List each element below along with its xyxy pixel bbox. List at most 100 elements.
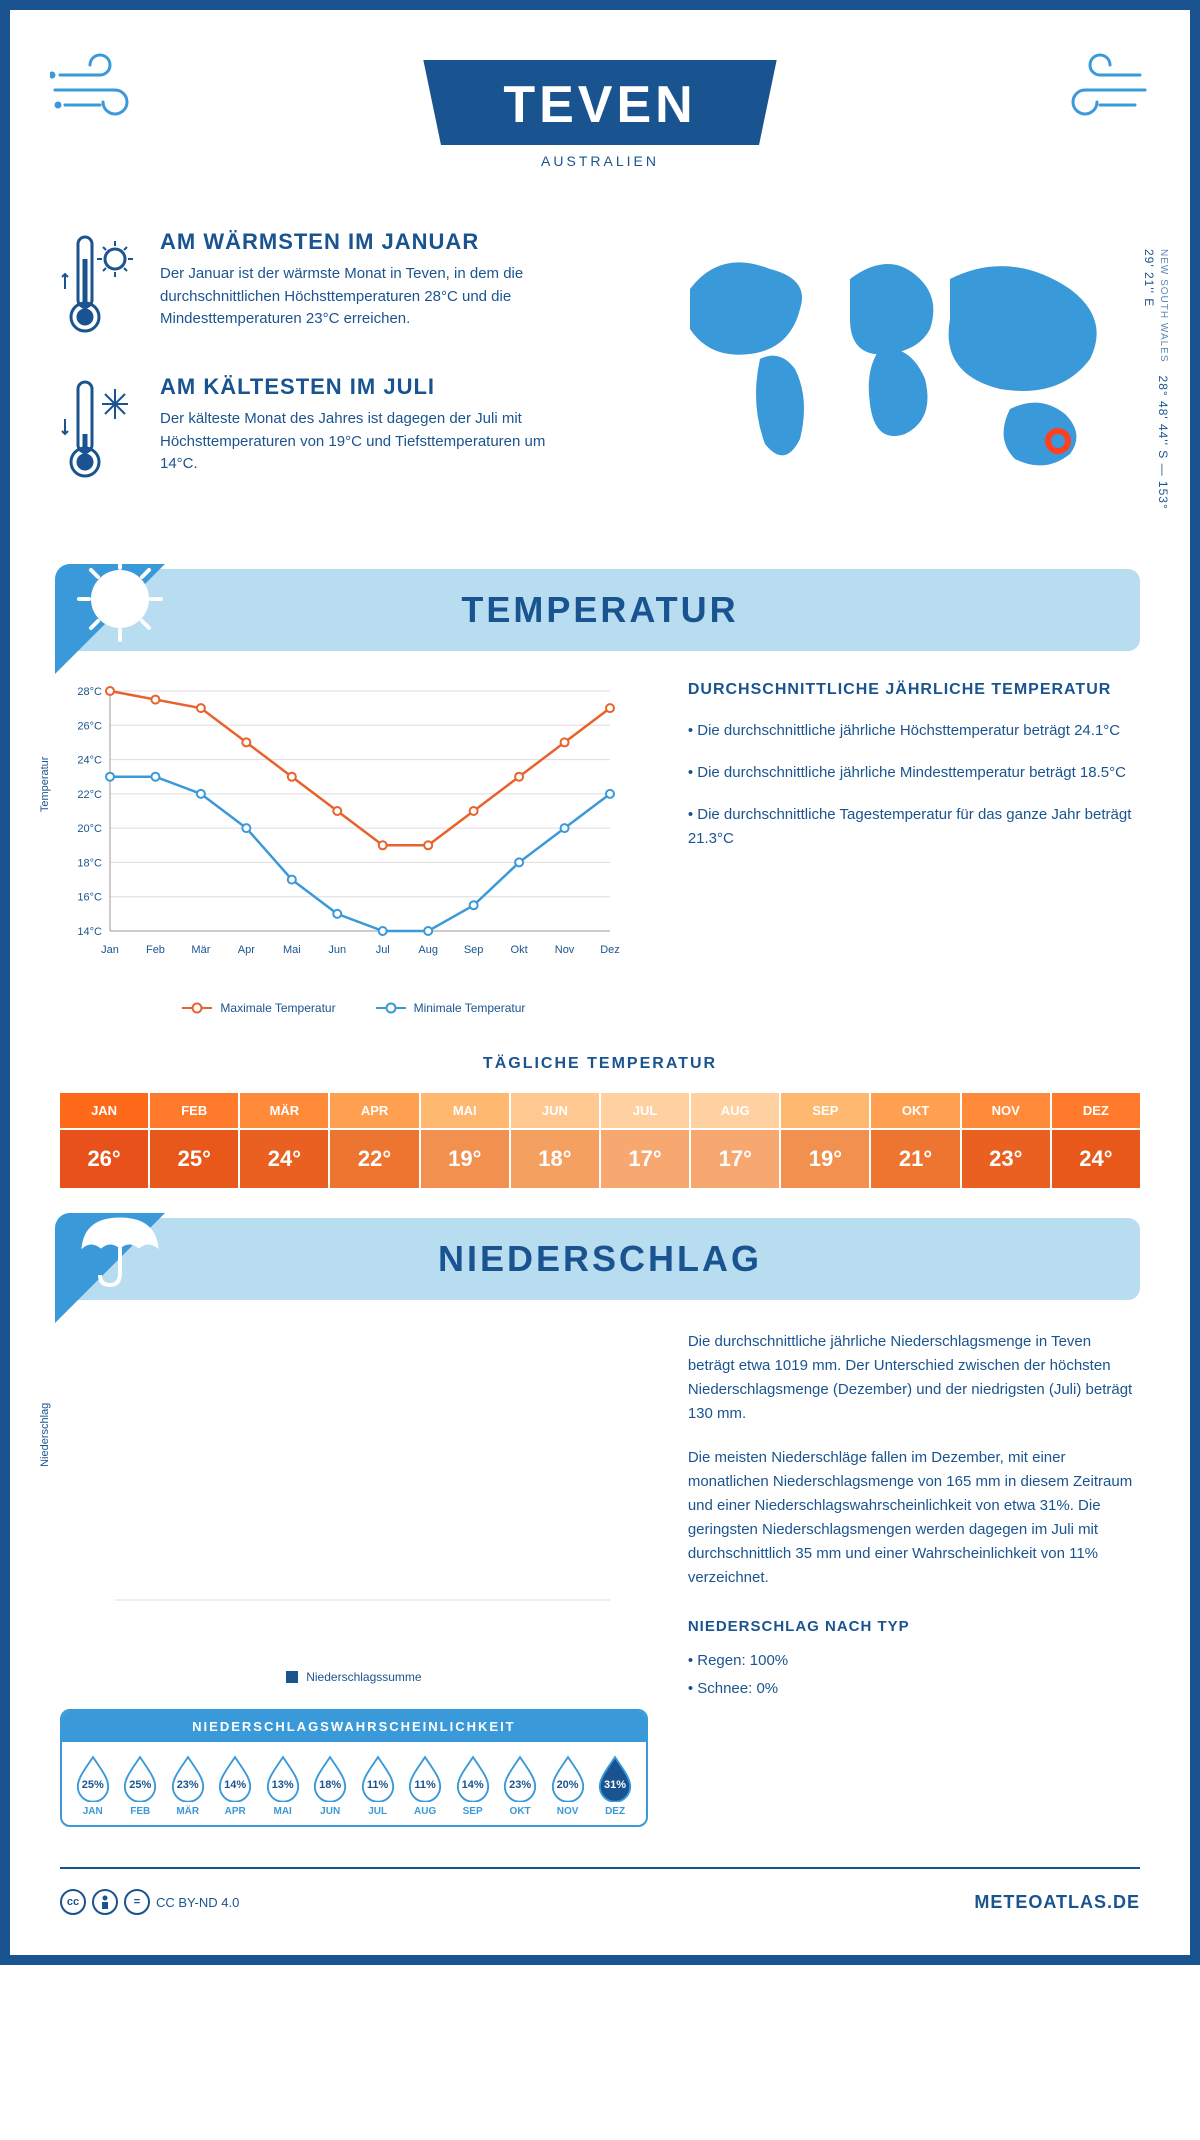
probability-cell: 11% AUG (402, 1754, 447, 1817)
title-banner: TEVEN (423, 60, 776, 145)
month-header: DEZ (1052, 1093, 1140, 1128)
daily-value: 24° (1052, 1130, 1140, 1188)
svg-text:20°C: 20°C (77, 823, 102, 835)
probability-cell: 31% DEZ (592, 1754, 637, 1817)
month-header: JUL (601, 1093, 689, 1128)
svg-text:Jan: Jan (101, 944, 119, 956)
license: cc = CC BY-ND 4.0 (60, 1889, 239, 1915)
month-header: NOV (962, 1093, 1050, 1128)
probability-cell: 13% MAI (260, 1754, 305, 1817)
month-header: JUN (511, 1093, 599, 1128)
thermometer-sun-icon (60, 229, 140, 344)
svg-text:Jul: Jul (376, 944, 390, 956)
svg-text:Dez: Dez (600, 944, 620, 956)
svg-text:22°C: 22°C (77, 789, 102, 801)
temperature-line-chart: Temperatur 14°C16°C18°C20°C22°C24°C26°C2… (60, 681, 648, 986)
site-name: METEOATLAS.DE (974, 1892, 1140, 1913)
probability-cell: 20% NOV (545, 1754, 590, 1817)
probability-box: NIEDERSCHLAGSWAHRSCHEINLICHKEIT 25% JAN … (60, 1709, 648, 1827)
warmest-title: AM WÄRMSTEN IM JANUAR (160, 229, 580, 255)
summary-bullet: • Regen: 100% (688, 1649, 1140, 1673)
page-title: TEVEN (503, 75, 696, 135)
thermometer-snow-icon (60, 374, 140, 489)
footer: cc = CC BY-ND 4.0 METEOATLAS.DE (60, 1867, 1140, 1915)
month-header: SEP (781, 1093, 869, 1128)
wind-icon (50, 50, 160, 135)
daily-value: 17° (601, 1130, 689, 1188)
probability-cell: 11% JUL (355, 1754, 400, 1817)
daily-value: 23° (962, 1130, 1050, 1188)
probability-cell: 25% FEB (117, 1754, 162, 1817)
sun-icon (75, 554, 165, 649)
infographic-frame: TEVEN AUSTRALIEN (0, 0, 1200, 1965)
coordinates: NEW SOUTH WALES 28° 48' 44'' S — 153° 29… (1142, 249, 1170, 519)
temperature-title: TEMPERATUR (80, 589, 1120, 631)
probability-cell: 14% APR (212, 1754, 257, 1817)
daily-temp-table: JANFEBMÄRAPRMAIJUNJULAUGSEPOKTNOVDEZ26°2… (60, 1093, 1140, 1188)
precipitation-bar-chart: Niederschlag 0 mm20 mm40 mm60 mm80 mm100… (60, 1330, 648, 1655)
section-header-temperature: TEMPERATUR (60, 569, 1140, 651)
daily-value: 25° (150, 1130, 238, 1188)
probability-cell: 23% OKT (497, 1754, 542, 1817)
probability-cell: 14% SEP (450, 1754, 495, 1817)
svg-text:24°C: 24°C (77, 755, 102, 767)
summary-bullet: • Die durchschnittliche jährliche Mindes… (688, 761, 1140, 785)
svg-text:16°C: 16°C (77, 892, 102, 904)
svg-text:Okt: Okt (511, 944, 528, 956)
coldest-block: AM KÄLTESTEN IM JULI Der kälteste Monat … (60, 374, 580, 489)
svg-text:Mär: Mär (191, 944, 210, 956)
daily-value: 19° (781, 1130, 869, 1188)
header: TEVEN AUSTRALIEN (60, 50, 1140, 199)
probability-cell: 23% MÄR (165, 1754, 210, 1817)
chart-legend: Maximale Temperatur Minimale Temperatur (60, 1001, 648, 1015)
probability-cell: 18% JUN (307, 1754, 352, 1817)
svg-text:28°C: 28°C (77, 686, 102, 698)
subtitle: AUSTRALIEN (60, 153, 1140, 169)
bar-legend: Niederschlagssumme (60, 1670, 648, 1684)
nd-icon: = (124, 1889, 150, 1915)
temperature-summary: DURCHSCHNITTLICHE JÄHRLICHE TEMPERATUR •… (688, 681, 1140, 1015)
warmest-block: AM WÄRMSTEN IM JANUAR Der Januar ist der… (60, 229, 580, 344)
svg-text:Mai: Mai (283, 944, 301, 956)
daily-temp-title: TÄGLICHE TEMPERATUR (60, 1055, 1140, 1073)
summary-bullet: • Schnee: 0% (688, 1677, 1140, 1701)
daily-value: 26° (60, 1130, 148, 1188)
daily-value: 21° (871, 1130, 959, 1188)
svg-text:Nov: Nov (555, 944, 575, 956)
umbrella-icon (75, 1203, 165, 1298)
month-header: JAN (60, 1093, 148, 1128)
daily-value: 19° (421, 1130, 509, 1188)
precipitation-summary: Die durchschnittliche jährliche Niedersc… (688, 1330, 1140, 1827)
svg-text:Sep: Sep (464, 944, 484, 956)
svg-text:Jun: Jun (328, 944, 346, 956)
daily-value: 24° (240, 1130, 328, 1188)
daily-value: 18° (511, 1130, 599, 1188)
daily-value: 17° (691, 1130, 779, 1188)
summary-bullet: • Die durchschnittliche Tagestemperatur … (688, 803, 1140, 851)
cc-icon: cc (60, 1889, 86, 1915)
svg-text:Aug: Aug (418, 944, 438, 956)
wind-icon (1040, 50, 1150, 135)
info-row: AM WÄRMSTEN IM JANUAR Der Januar ist der… (60, 229, 1140, 519)
svg-text:Feb: Feb (146, 944, 165, 956)
by-icon (92, 1889, 118, 1915)
coldest-text: Der kälteste Monat des Jahres ist dagege… (160, 408, 580, 476)
svg-text:14°C: 14°C (77, 926, 102, 938)
month-header: MÄR (240, 1093, 328, 1128)
section-header-precipitation: NIEDERSCHLAG (60, 1218, 1140, 1300)
world-map: NEW SOUTH WALES 28° 48' 44'' S — 153° 29… (620, 229, 1140, 519)
svg-text:Apr: Apr (238, 944, 255, 956)
month-header: MAI (421, 1093, 509, 1128)
month-header: OKT (871, 1093, 959, 1128)
month-header: AUG (691, 1093, 779, 1128)
coldest-title: AM KÄLTESTEN IM JULI (160, 374, 580, 400)
summary-bullet: • Die durchschnittliche jährliche Höchst… (688, 719, 1140, 743)
svg-text:18°C: 18°C (77, 857, 102, 869)
warmest-text: Der Januar ist der wärmste Monat in Teve… (160, 263, 580, 331)
daily-value: 22° (330, 1130, 418, 1188)
month-header: FEB (150, 1093, 238, 1128)
probability-cell: 25% JAN (70, 1754, 115, 1817)
precipitation-title: NIEDERSCHLAG (80, 1238, 1120, 1280)
month-header: APR (330, 1093, 418, 1128)
svg-text:26°C: 26°C (77, 720, 102, 732)
